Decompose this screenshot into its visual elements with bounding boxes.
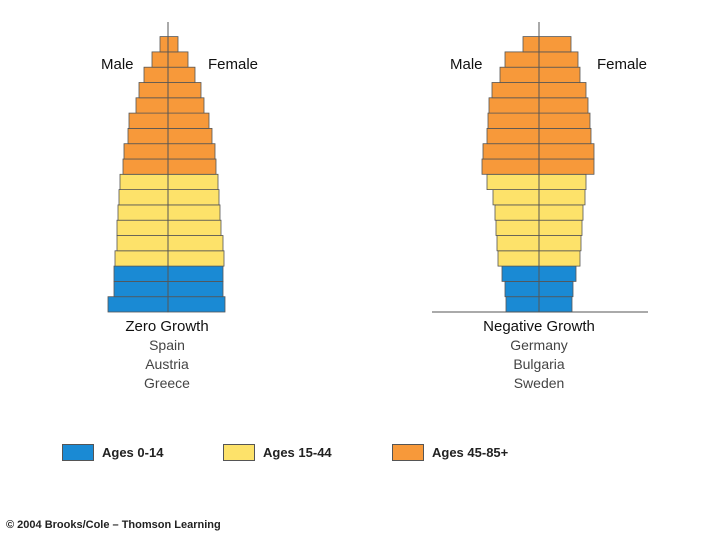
negative-growth-male-label: Male [450,56,483,73]
male-bar-25-29 [495,219,540,236]
zero-growth-country-1: Spain [149,337,185,353]
male-bar-55-59 [127,127,169,145]
male-bar-80-84 [504,51,540,68]
zero-growth-country-3: Greece [144,375,190,391]
female-bar-80-84 [167,51,189,68]
male-bar-75-79 [143,66,169,83]
zero-growth-title: Zero Growth [125,318,209,335]
negative-growth-country-1: Germany [510,337,568,353]
female-bar-5-9 [538,280,574,298]
male-bar-60-64 [487,112,540,129]
male-bar-65-69 [488,97,540,114]
male-bar-15-19 [114,250,169,267]
male-bar-85+ [522,36,540,53]
female-bar-0-4 [538,296,573,313]
female-bar-75-79 [538,66,581,83]
female-bar-35-39 [538,189,586,206]
legend-label: Ages 15-44 [263,444,332,460]
legend-label: Ages 0-14 [102,444,164,460]
male-bar-50-54 [123,143,169,160]
female-bar-75-79 [167,66,196,83]
female-bar-55-59 [538,127,592,145]
male-bar-10-14 [113,265,169,282]
female-bar-55-59 [167,127,213,145]
female-bar-10-14 [538,265,577,282]
female-bar-20-24 [538,235,582,252]
female-bar-35-39 [167,189,220,206]
male-bar-80-84 [151,51,169,68]
male-bar-25-29 [116,219,169,236]
zero-growth-pyramid [107,22,226,313]
female-bar-15-19 [538,250,581,267]
male-bar-20-24 [496,235,540,252]
male-bar-75-79 [499,66,540,83]
female-bar-60-64 [167,112,210,129]
male-bar-0-4 [505,296,540,313]
male-bar-5-9 [113,280,169,298]
female-bar-65-69 [167,97,205,114]
female-bar-0-4 [167,296,226,313]
female-bar-50-54 [538,143,595,160]
legend-item-ages-15-44: Ages 15-44 [223,441,332,463]
male-bar-20-24 [116,235,169,252]
zero-growth-male-label: Male [101,56,134,73]
legend-swatch-orange [392,443,424,461]
female-bar-45-49 [538,158,595,175]
male-bar-10-14 [501,265,540,282]
female-bar-65-69 [538,97,589,114]
copyright-notice: © 2004 Brooks/Cole – Thomson Learning [6,519,221,531]
male-bar-45-49 [481,158,540,175]
female-bar-5-9 [167,280,224,298]
female-bar-25-29 [167,219,222,236]
legend-swatch-blue [62,443,94,461]
male-bar-50-54 [482,143,540,160]
female-bar-60-64 [538,112,591,129]
female-bar-15-19 [167,250,225,267]
male-bar-70-74 [491,82,540,99]
zero-growth-female-label: Female [208,56,259,73]
male-bar-5-9 [504,280,540,298]
legend-label: Ages 45-85+ [432,444,509,460]
male-bar-30-34 [117,204,169,221]
female-bar-30-34 [167,204,221,221]
male-bar-15-19 [497,250,540,267]
female-bar-40-44 [167,173,219,191]
negative-growth-country-3: Sweden [513,375,565,391]
male-bar-60-64 [128,112,169,129]
female-bar-10-14 [167,265,224,282]
female-bar-70-74 [538,82,587,99]
legend-item-ages-45-85: Ages 45-85+ [392,441,508,463]
female-bar-50-54 [167,143,216,160]
male-bar-70-74 [138,82,169,99]
male-bar-40-44 [486,173,540,191]
male-bar-65-69 [135,97,169,114]
female-bar-20-24 [167,235,224,252]
negative-growth-female-label: Female [597,56,648,73]
female-bar-70-74 [167,82,202,99]
female-bar-25-29 [538,219,583,236]
male-bar-45-49 [122,158,169,175]
male-bar-40-44 [119,173,169,191]
female-bar-80-84 [538,51,579,68]
male-bar-85+ [159,36,169,53]
female-bar-40-44 [538,173,587,191]
female-bar-85+ [538,36,572,53]
female-bar-45-49 [167,158,217,175]
male-bar-35-39 [492,189,540,206]
male-bar-55-59 [486,127,540,145]
male-bar-0-4 [107,296,169,313]
zero-growth-country-2: Austria [145,356,189,372]
negative-growth-title: Negative Growth [483,318,595,335]
male-bar-35-39 [118,189,169,206]
male-bar-30-34 [494,204,540,221]
legend-item-ages-0-14: Ages 0-14 [62,441,163,463]
negative-growth-country-2: Bulgaria [513,356,565,372]
female-bar-30-34 [538,204,584,221]
female-bar-85+ [167,36,179,53]
negative-growth-pyramid [432,22,648,313]
legend-swatch-yellow [223,443,255,461]
